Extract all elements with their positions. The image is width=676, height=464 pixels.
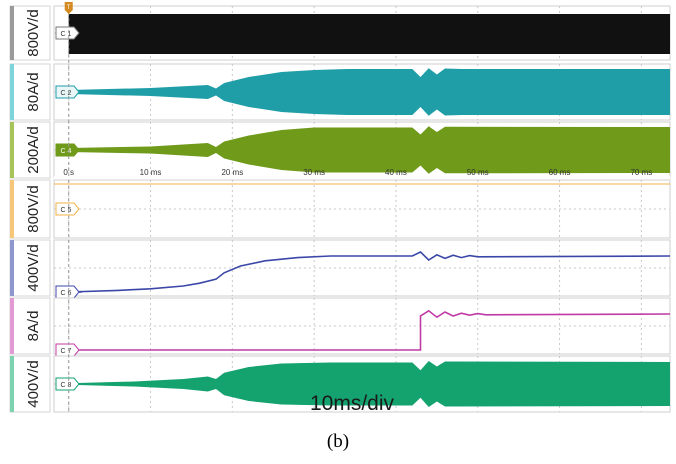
- channel-badge: C 1: [55, 26, 80, 40]
- scale-box: [9, 297, 51, 355]
- channel-c7: 8A/d C 7: [9, 297, 671, 357]
- scale-box: [9, 121, 51, 179]
- x-tick-label: 50 ms: [467, 168, 489, 177]
- channel-badge-label: C 7: [61, 348, 72, 355]
- channel-badge: C 7: [55, 343, 80, 357]
- channel-trace: [68, 14, 670, 54]
- x-tick-label: 20 ms: [221, 168, 243, 177]
- channel-scale-label: 8A/d: [25, 311, 42, 342]
- channel-scale-label: 80A/d: [25, 72, 42, 111]
- channel-badge-label: C 2: [61, 90, 72, 97]
- time-axis-strip: [54, 176, 670, 179]
- channel-badge: C 4: [55, 143, 80, 157]
- channel-c8: 400V/d C 8: [9, 355, 671, 413]
- channel-panel: [53, 297, 671, 355]
- channel-badge-shape: [55, 343, 80, 357]
- channel-trace: [68, 126, 670, 174]
- scale-box: [9, 5, 51, 61]
- channel-trace: [68, 309, 671, 351]
- channel-badge-label: C 1: [61, 31, 72, 38]
- x-tick-label: 10 ms: [140, 168, 162, 177]
- channel-badge-shape: [55, 202, 80, 216]
- channel-c1: 800V/d C 1: [9, 5, 671, 61]
- channel-badge-label: C 6: [61, 290, 72, 297]
- channel-badge-label: C 5: [61, 207, 72, 214]
- scale-edge: [10, 298, 14, 354]
- channel-badge-shape: [55, 85, 80, 99]
- channel-c2: 80A/d C 2: [9, 63, 671, 121]
- x-tick-label: 60 ms: [549, 168, 571, 177]
- channel-panel: [53, 239, 671, 297]
- channel-badge: C 6: [55, 285, 80, 299]
- channel-panel: [53, 179, 671, 239]
- channel-c6: 400V/d C 6: [9, 239, 671, 299]
- x-tick-label: 40 ms: [385, 168, 407, 177]
- scale-edge: [10, 180, 14, 238]
- channel-scale-label: 400V/d: [25, 360, 42, 408]
- trigger-marker-label: T: [67, 5, 71, 11]
- scale-edge: [10, 64, 14, 120]
- channel-badge-shape: [55, 26, 80, 40]
- channel-scale-label: 200A/d: [25, 126, 42, 174]
- channel-c4: 200A/d C 4: [9, 121, 671, 179]
- x-tick-label: 70 ms: [630, 168, 652, 177]
- channel-scale-label: 400V/d: [25, 244, 42, 292]
- scale-box: [9, 239, 51, 297]
- scale-edge: [10, 356, 14, 412]
- channel-trace: [68, 251, 671, 293]
- channel-c5: 800V/d C 5: [9, 179, 671, 239]
- channel-trace: [68, 361, 670, 407]
- channel-scale-label: 800V/d: [25, 9, 42, 57]
- x-tick-label: 30 ms: [303, 168, 325, 177]
- trigger-marker: [64, 2, 73, 14]
- channel-badge: C 5: [55, 202, 80, 216]
- scale-box: [9, 63, 51, 121]
- channel-badge-shape: [55, 285, 80, 299]
- scale-edge: [10, 122, 14, 178]
- timebase-label: 10ms/div: [310, 392, 395, 415]
- scale-edge: [10, 240, 14, 296]
- scale-box: [9, 355, 51, 413]
- scale-box: [9, 179, 51, 239]
- x-tick-label: 0 s: [63, 168, 74, 177]
- figure-caption: (b): [326, 431, 350, 452]
- channel-trace: [68, 68, 670, 116]
- channel-badge-label: C 4: [61, 148, 72, 155]
- channel-badge: C 2: [55, 85, 80, 99]
- channel-badge-shape: [55, 143, 80, 157]
- channel-badge-label: C 8: [61, 382, 72, 389]
- channel-badge: C 8: [55, 377, 80, 391]
- channel-scale-label: 800V/d: [25, 185, 42, 233]
- scale-edge: [10, 6, 14, 60]
- scope-channels: 800V/d C 1 80A/d C 2 200A/d C 4 800V/d C 5 400V/…: [9, 5, 671, 413]
- channel-badge-shape: [55, 377, 80, 391]
